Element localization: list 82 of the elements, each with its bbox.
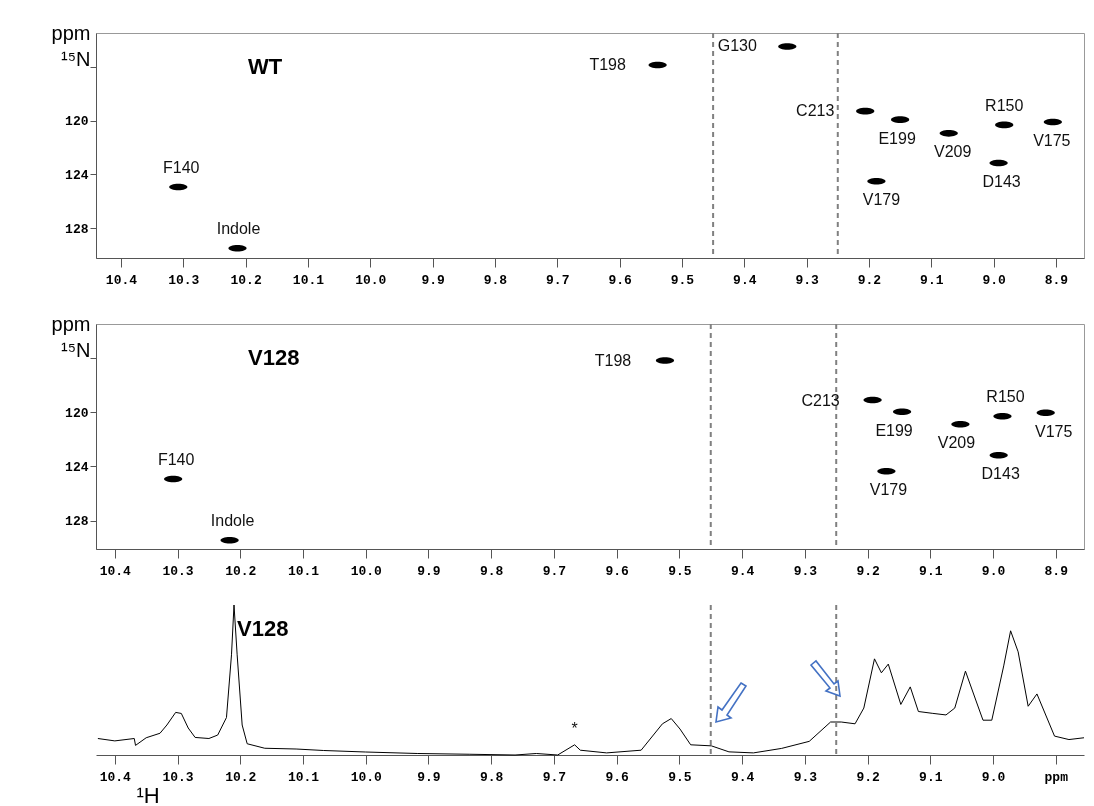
x-tick-label: 9.4 <box>730 769 755 785</box>
annotation: R150 <box>986 388 1025 406</box>
x-tick-label: 9.8 <box>480 563 504 579</box>
x-tick-label: 9.1 <box>919 563 943 579</box>
y-tick-label: 120 <box>65 405 89 421</box>
annotation: V179 <box>862 191 901 209</box>
x-tick-label: 9.1 <box>919 769 943 785</box>
x-tick-label: 9.5 <box>668 563 692 579</box>
text: V128 <box>248 345 300 370</box>
x-tick-label: ppm <box>1044 769 1069 785</box>
annotation: G130 <box>717 37 757 55</box>
x-tick-label: 9.5 <box>670 272 695 288</box>
x-tick-label: 9.8 <box>483 272 508 288</box>
x-tick-label: 10.1 <box>287 563 320 579</box>
x-tick-label: 10.4 <box>99 769 132 785</box>
annotation: C213 <box>796 102 835 120</box>
x-tick-label: 9.7 <box>542 769 567 785</box>
annotation: E199 <box>878 129 916 147</box>
x-tick-label: 10.2 <box>225 769 257 785</box>
x-tick-label: 9.2 <box>856 769 880 785</box>
x-tick-label: 9.4 <box>733 272 757 288</box>
x-tick-label: 9.0 <box>981 563 1006 579</box>
text: WT <box>248 54 283 79</box>
x-tick-label: 9.9 <box>417 769 441 785</box>
x-tick-label: 10.3 <box>162 563 194 579</box>
x-tick-label: 10.2 <box>230 272 262 288</box>
x-tick-label: 10.0 <box>350 563 383 579</box>
annotation: V209 <box>934 143 972 161</box>
x-tick-label: 10.3 <box>168 272 200 288</box>
y-tick-label: 124 <box>65 459 89 475</box>
x-tick-label: 9.0 <box>981 769 1006 785</box>
annotation: T198 <box>594 351 632 369</box>
annotation: T198 <box>589 55 626 73</box>
x-tick-label: 9.4 <box>730 563 755 579</box>
annotation: E199 <box>875 421 913 439</box>
y-tick-label: 128 <box>65 514 89 530</box>
x-tick-label: 10.4 <box>105 272 138 288</box>
x-tick-label: 8.9 <box>1044 272 1069 288</box>
annotation: D143 <box>981 465 1020 483</box>
x-tick-label: 9.1 <box>920 272 944 288</box>
x-tick-label: 9.3 <box>795 272 820 288</box>
x-tick-label: 10.4 <box>99 563 132 579</box>
y-tick-label: 120 <box>65 114 89 130</box>
x-tick-label: 9.5 <box>668 769 692 785</box>
annotation: F140 <box>157 450 195 468</box>
x-tick-label: 9.9 <box>417 563 441 579</box>
x-tick-label: 9.8 <box>480 769 504 785</box>
annotation: * <box>571 719 578 737</box>
x-tick-label: 9.3 <box>793 563 818 579</box>
x-tick-label: 9.6 <box>605 563 630 579</box>
annotation: C213 <box>801 392 840 410</box>
x-tick-label: 9.2 <box>856 563 880 579</box>
x-tick-label: 10.2 <box>225 563 257 579</box>
y-axis-title: ppm ¹⁵N <box>51 312 91 361</box>
x-tick-label: 10.1 <box>287 769 320 785</box>
x-tick-label: 10.0 <box>355 272 387 288</box>
y-tick-label: 128 <box>65 221 89 237</box>
annotation: F140 <box>163 159 200 176</box>
x-axis-title: ¹H <box>136 782 160 806</box>
x-tick-label: 9.7 <box>542 563 567 579</box>
x-tick-label: 9.2 <box>857 272 882 288</box>
x-tick-label: 9.7 <box>546 272 570 288</box>
x-tick-label: 9.0 <box>982 272 1007 288</box>
y-axis-title: ppm ¹⁵N <box>51 21 91 70</box>
annotation: Indole <box>210 512 255 530</box>
x-tick-label: 10.1 <box>292 272 325 288</box>
annotation: D143 <box>982 173 1021 191</box>
annotation: V175 <box>1033 132 1071 150</box>
x-tick-label: 10.0 <box>350 769 383 785</box>
x-tick-label: 9.3 <box>793 769 818 785</box>
x-tick-label: 9.6 <box>608 272 633 288</box>
text: V128 <box>237 616 289 641</box>
annotation: V175 <box>1035 422 1073 440</box>
y-tick-label: 124 <box>65 167 89 183</box>
annotation: R150 <box>985 96 1024 114</box>
x-tick-label: 9.6 <box>605 769 630 785</box>
x-tick-label: 10.3 <box>162 769 194 785</box>
annotation: V209 <box>937 434 976 452</box>
annotation: Indole <box>216 220 261 238</box>
x-tick-label: 9.9 <box>421 272 446 288</box>
annotation: V179 <box>869 481 908 499</box>
x-tick-label: 8.9 <box>1044 563 1069 579</box>
